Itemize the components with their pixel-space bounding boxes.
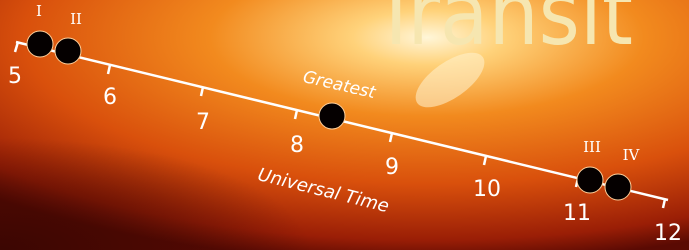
contact-label: I: [36, 2, 42, 20]
venus-contact-4: [605, 174, 631, 200]
venus-contact-2: [55, 38, 81, 64]
venus-contact-3: [577, 167, 603, 193]
hour-label: 8: [290, 133, 304, 158]
hour-label: 12: [654, 221, 682, 246]
hour-label: 11: [563, 201, 591, 226]
hour-label: 10: [473, 177, 501, 202]
contact-label: III: [583, 138, 601, 156]
hour-label: 6: [103, 85, 117, 110]
transit-diagram: Transit 5 6 7 8 9 10 11 12 I II Greatest…: [0, 0, 689, 250]
venus-greatest: [319, 103, 345, 129]
contact-label: IV: [623, 146, 641, 164]
title: Transit: [371, 0, 633, 65]
contact-label: II: [70, 10, 82, 28]
hour-label: 9: [385, 155, 399, 180]
venus-contact-1: [27, 31, 53, 57]
hour-label: 5: [8, 64, 22, 89]
hour-label: 7: [196, 110, 210, 135]
